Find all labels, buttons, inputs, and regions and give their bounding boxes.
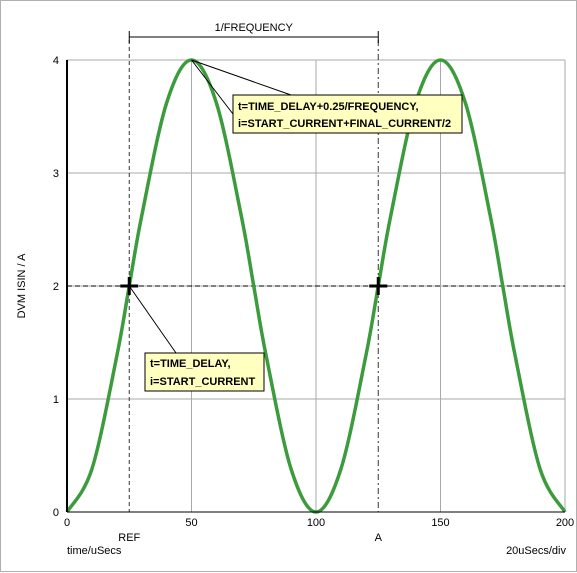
annotation-peak-line-1: t=TIME_DELAY+0.25/FREQUENCY,	[238, 101, 419, 113]
annotation-ref-leader	[128, 285, 177, 354]
ref-marker-label: REF	[118, 532, 140, 544]
a-cross-marker	[369, 277, 388, 295]
y-tick-label-2: 2	[53, 281, 59, 293]
y-axis-label: DVM ISIN / A	[16, 253, 28, 318]
annotation-ref-box	[144, 352, 265, 392]
interval-label: 1/FREQUENCY	[215, 22, 294, 34]
x-tick-label-2: 100	[307, 517, 325, 529]
y-tick-label-3: 3	[53, 168, 59, 180]
y-tick-label-4: 4	[53, 55, 59, 67]
annotation-ref-line-2: i=START_CURRENT	[150, 376, 256, 388]
y-tick-label-0: 0	[53, 507, 59, 519]
x-tick-label-0: 0	[64, 517, 70, 529]
annotation-peak-box	[232, 94, 463, 134]
x-tick-label-4: 200	[556, 517, 574, 529]
annotation-peak-line-2: i=START_CURRENT+FINAL_CURRENT/2	[238, 118, 451, 130]
annotation-peak-leader-2	[191, 59, 234, 115]
x-tick-label-1: 50	[185, 517, 197, 529]
annotation-ref-line-1: t=TIME_DELAY,	[150, 358, 231, 370]
annotation-peak: t=TIME_DELAY+0.25/FREQUENCY, i=START_CUR…	[191, 59, 463, 134]
annotation-peak-leader	[191, 59, 292, 96]
annotation-ref: t=TIME_DELAY, i=START_CURRENT	[128, 285, 265, 392]
axes	[66, 60, 565, 513]
interval-bracket: 1/FREQUENCY	[128, 22, 379, 43]
a-marker-label: A	[375, 532, 383, 544]
time-per-div-label: 20uSecs/div	[506, 545, 566, 557]
x-tick-label-3: 150	[431, 517, 449, 529]
x-axis-label: time/uSecs	[67, 545, 122, 557]
tick-labels: 0 50 100 150 200 0 1 2 3 4	[53, 55, 574, 529]
y-tick-label-1: 1	[53, 394, 59, 406]
